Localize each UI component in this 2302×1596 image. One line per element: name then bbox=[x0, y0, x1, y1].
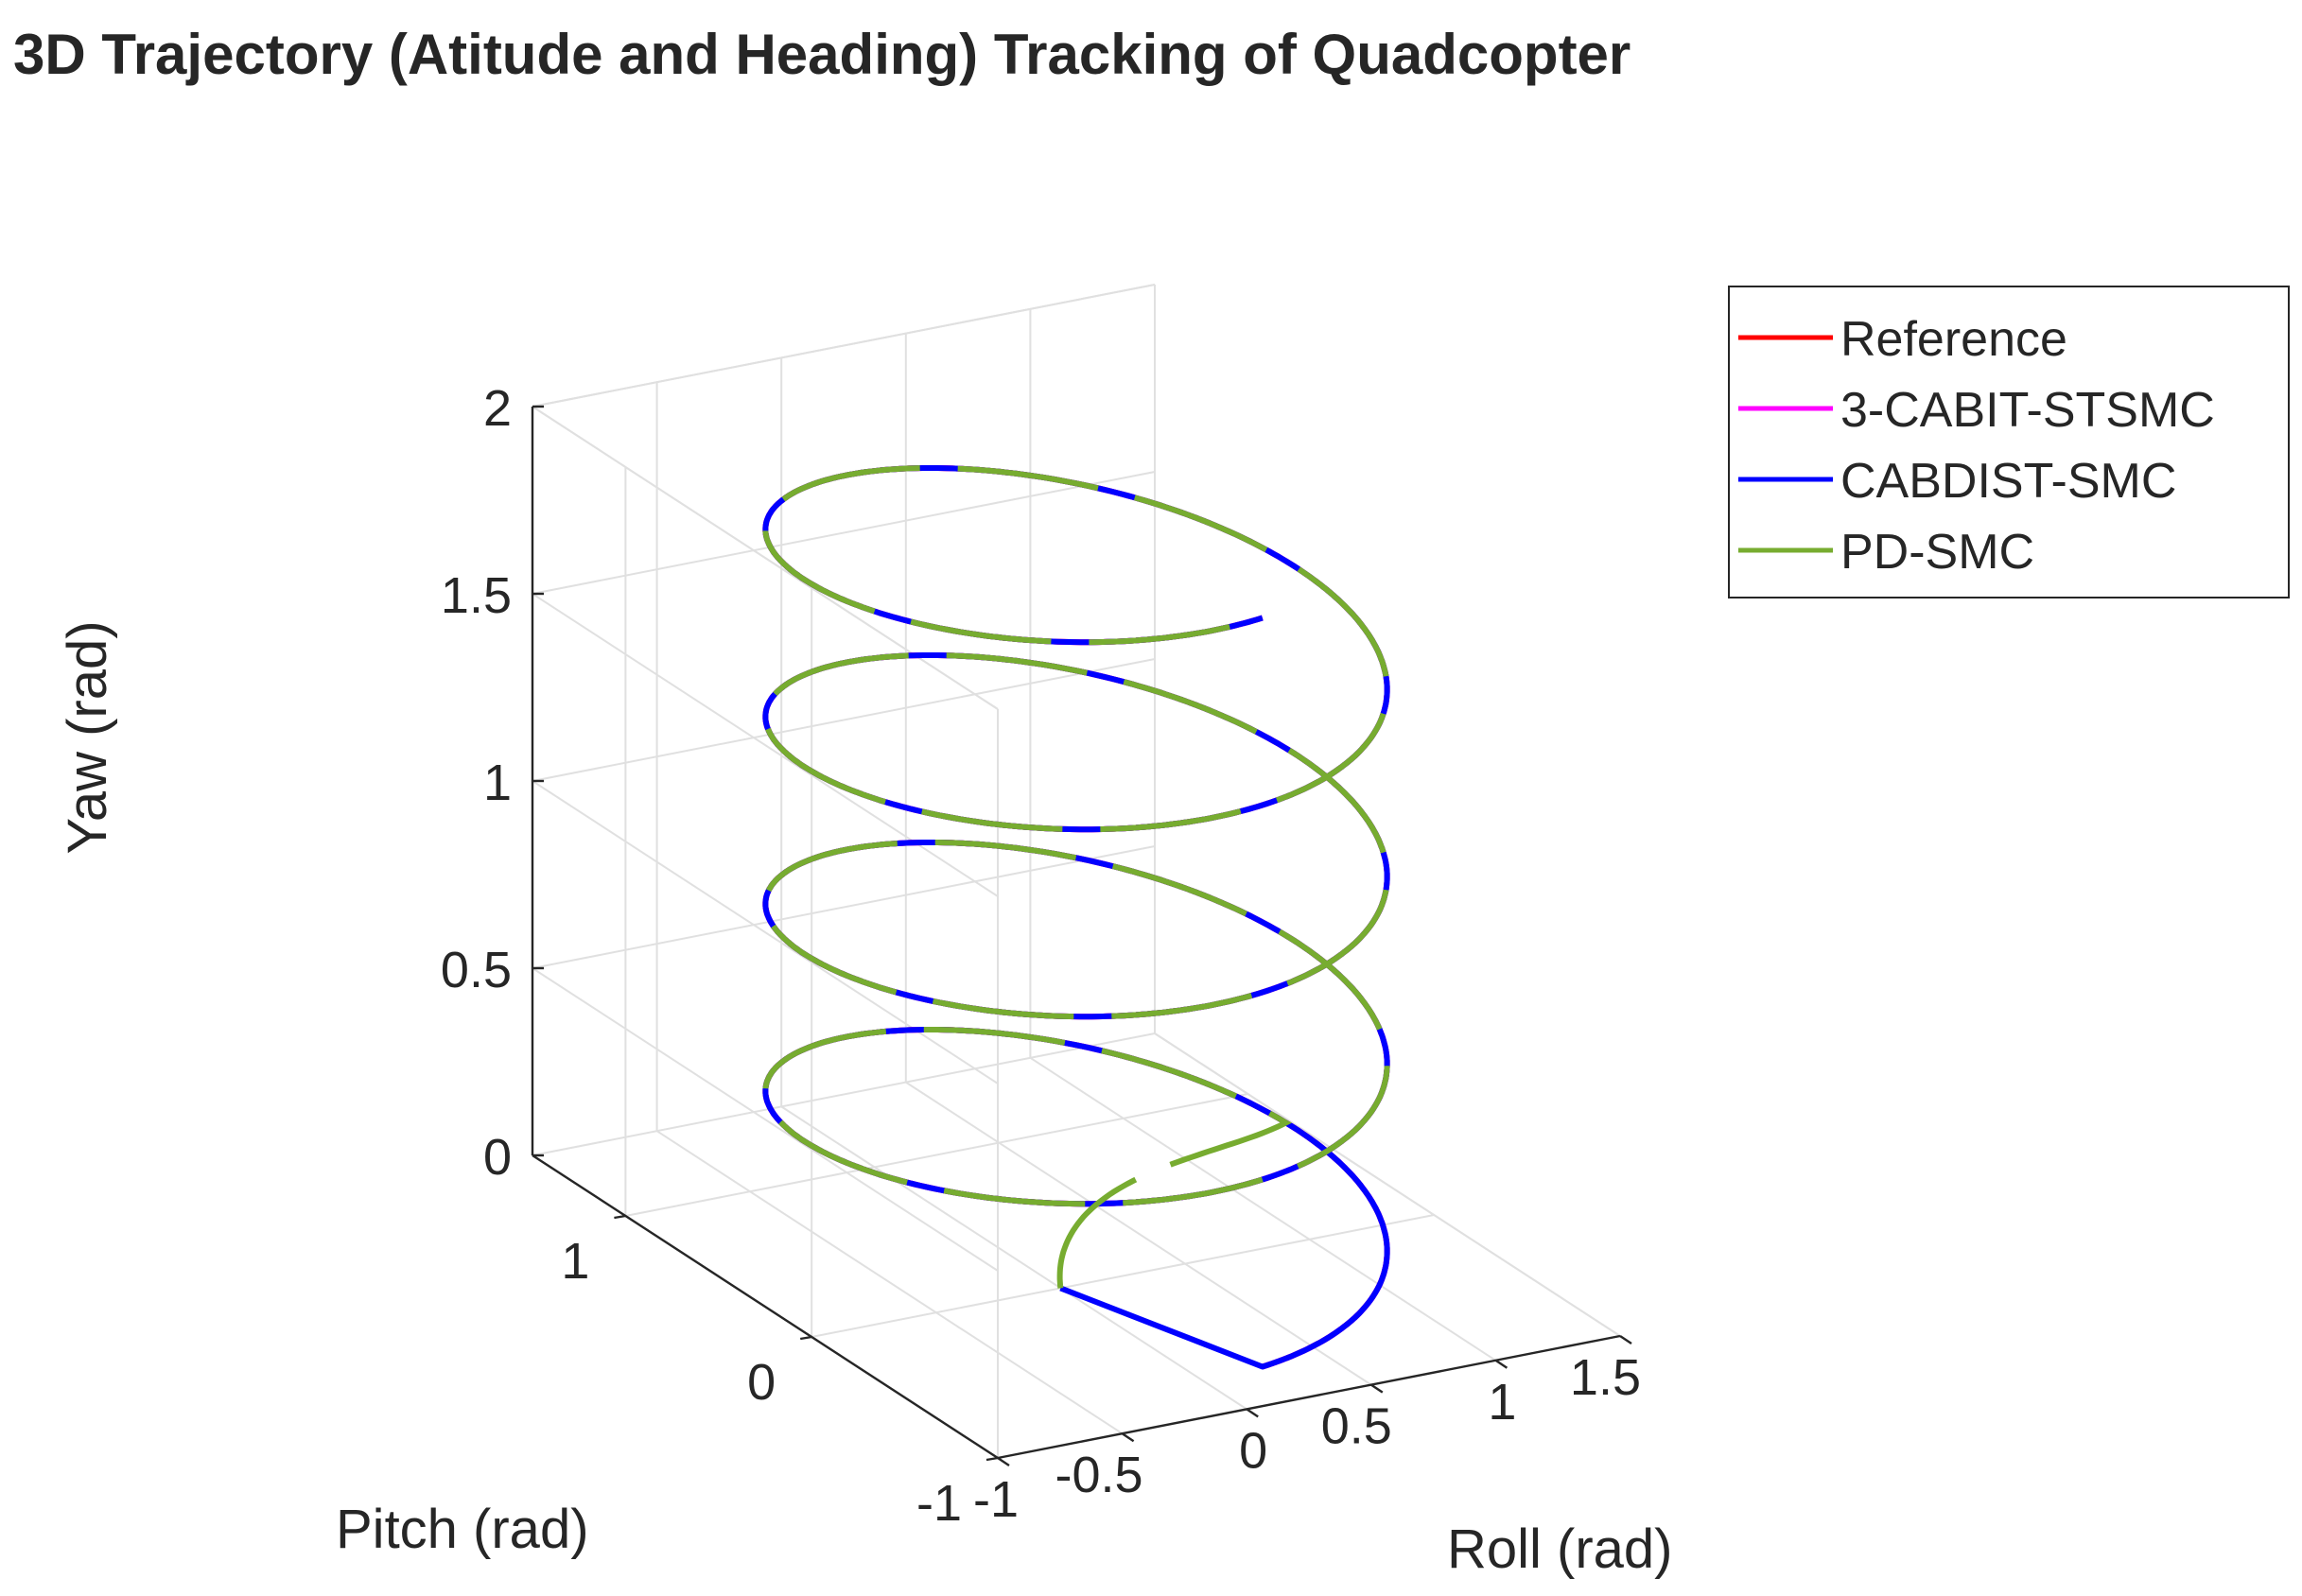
grid-line bbox=[811, 1214, 1435, 1338]
axes bbox=[531, 405, 1632, 1466]
grid-line bbox=[532, 658, 1156, 782]
z-tick-label: 1 bbox=[483, 755, 512, 811]
y-tick bbox=[985, 1456, 999, 1462]
x-tick-label: 0 bbox=[1239, 1422, 1267, 1479]
z-tick-label: 2 bbox=[483, 380, 512, 437]
x-tick-label: 1.5 bbox=[1570, 1349, 1641, 1406]
grid-line bbox=[1029, 1056, 1496, 1362]
y-tick-label: -1 bbox=[916, 1475, 962, 1532]
grid-line bbox=[532, 471, 1156, 595]
x-tick-label: 1 bbox=[1488, 1374, 1516, 1431]
x-tick-label: -1 bbox=[973, 1471, 1019, 1528]
grid-line bbox=[532, 406, 999, 710]
y-tick-label: 1 bbox=[561, 1233, 589, 1290]
y-tick bbox=[800, 1335, 812, 1341]
grid-line bbox=[625, 1093, 1248, 1217]
grid-line bbox=[1154, 1032, 1621, 1337]
legend-label: 3-CABIT-STSMC bbox=[1840, 383, 2215, 438]
x-tick bbox=[1494, 1359, 1509, 1369]
legend: Reference 3-CABIT-STSMC CABDIST-SMC PD-SMC bbox=[1728, 286, 2290, 598]
grid-line bbox=[532, 780, 999, 1084]
z-tick-label: 1.5 bbox=[441, 567, 512, 624]
grid-lines bbox=[532, 284, 1621, 1459]
z-tick-label: 0 bbox=[483, 1129, 512, 1186]
x-tick bbox=[1619, 1335, 1632, 1344]
legend-label: PD-SMC bbox=[1840, 525, 2034, 580]
x-axis-label: Roll (rad) bbox=[1447, 1518, 1673, 1580]
series-pd-smc-line bbox=[762, 465, 1390, 1289]
grid-line bbox=[905, 1081, 1372, 1386]
grid-line bbox=[656, 1130, 1124, 1435]
x-tick bbox=[997, 1457, 1010, 1466]
grid-line bbox=[532, 967, 999, 1272]
x-tick bbox=[1370, 1383, 1384, 1394]
y-axis-label: Pitch (rad) bbox=[336, 1499, 589, 1560]
grid-line bbox=[532, 845, 1156, 969]
grid-line bbox=[780, 1105, 1247, 1411]
z-axis-label: Yaw (rad) bbox=[57, 620, 118, 854]
y-tick bbox=[614, 1214, 626, 1220]
x-axis-line bbox=[997, 1334, 1621, 1460]
x-tick bbox=[1246, 1408, 1259, 1418]
chart-title: 3D Trajectory (Atitude and Heading) Trac… bbox=[13, 23, 1631, 86]
grid-line bbox=[532, 284, 1156, 408]
x-tick-label: 0.5 bbox=[1321, 1398, 1392, 1455]
legend-label: CABDIST-SMC bbox=[1840, 454, 2176, 509]
x-tick bbox=[1121, 1432, 1135, 1443]
grid-line bbox=[532, 593, 999, 897]
legend-label: Reference bbox=[1840, 312, 2067, 367]
series-lines bbox=[762, 465, 1390, 1370]
grid-line bbox=[532, 1032, 1156, 1156]
x-tick-label: -0.5 bbox=[1055, 1447, 1143, 1503]
y-tick-label: 0 bbox=[747, 1354, 776, 1411]
z-tick-label: 0.5 bbox=[441, 942, 512, 998]
y-axis-line bbox=[532, 1154, 999, 1460]
